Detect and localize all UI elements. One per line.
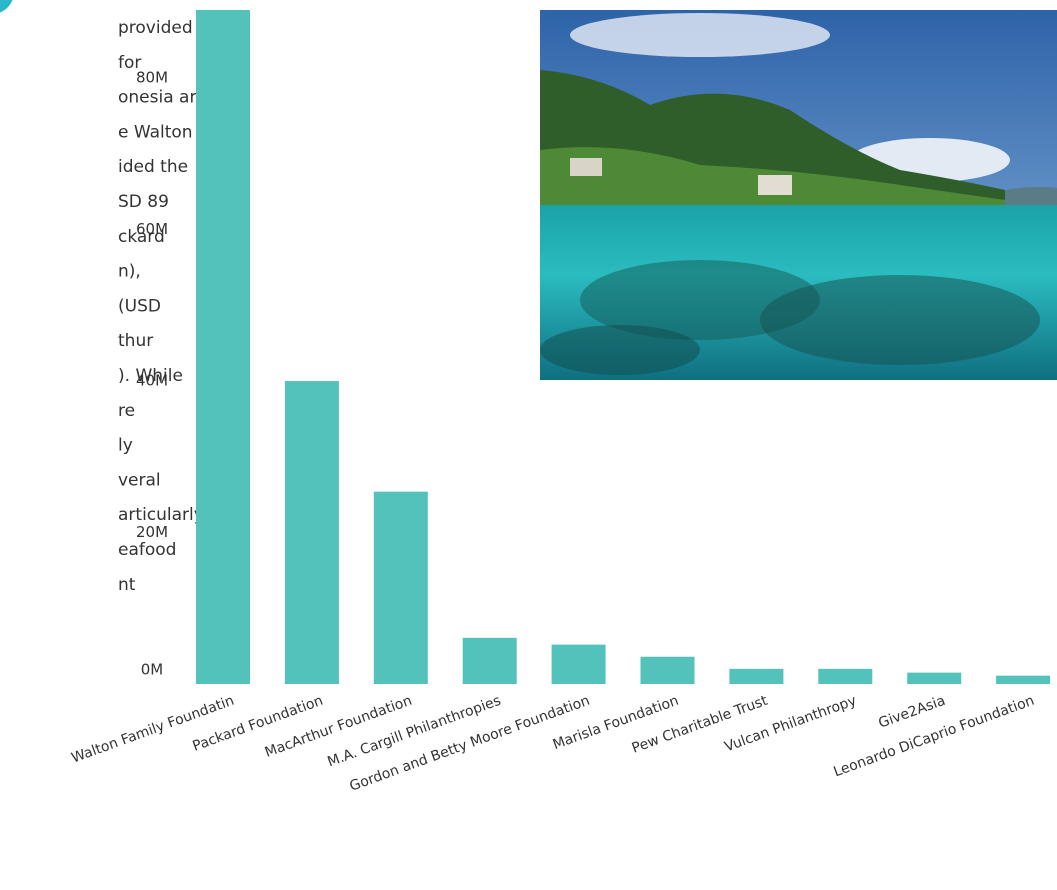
y-tick-label: 0M <box>141 661 164 679</box>
y-tick-label: 40M <box>136 372 168 390</box>
text-line: articularly <box>118 505 204 525</box>
x-tick-label: Give2Asia <box>876 693 947 732</box>
text-line: (USD <box>118 296 161 316</box>
y-tick-label: 20M <box>136 523 168 541</box>
text-line: SD 89 <box>118 192 169 212</box>
x-tick-label: Walton Family Foundatin <box>69 693 236 767</box>
bar <box>462 637 517 684</box>
photo <box>540 10 1057 380</box>
y-tick-label: 80M <box>136 69 168 87</box>
badge <box>0 0 13 13</box>
text-line: eafood <box>118 540 176 560</box>
bar <box>818 668 873 684</box>
text-line: ckard <box>118 227 165 247</box>
text-block: provided for onesia are e Walton ided the SD … <box>118 18 207 595</box>
bar <box>373 491 428 684</box>
text-line: for <box>118 53 141 73</box>
text-line: provided <box>118 18 193 38</box>
text-line: ly <box>118 436 133 456</box>
bar <box>640 656 695 684</box>
bar <box>729 668 784 684</box>
y-tick-label: 60M <box>136 220 168 238</box>
text-line: re <box>118 401 135 421</box>
text-line: ided the <box>118 157 188 177</box>
text-line: e Walton <box>118 122 193 142</box>
text-line: thur <box>118 331 153 351</box>
bar <box>196 10 250 684</box>
text-line: n), <box>118 262 141 282</box>
text-line: veral <box>118 470 161 490</box>
bar <box>284 381 339 684</box>
bar <box>907 672 962 684</box>
bar <box>551 644 606 684</box>
bar <box>996 675 1051 684</box>
text-line: onesia are <box>118 88 207 108</box>
text-line: ). While <box>118 366 183 386</box>
text-line: nt <box>118 575 136 595</box>
